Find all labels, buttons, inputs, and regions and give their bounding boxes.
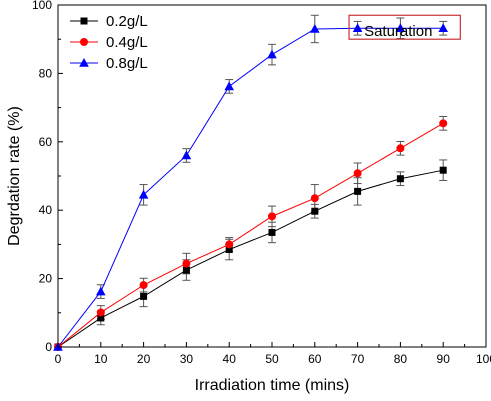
y-tick-label-40: 40 (39, 203, 53, 217)
x-tick-label-40: 40 (223, 352, 237, 366)
y-axis-title: Degrdation rate (%) (6, 106, 23, 246)
data-point-0-4g-l-5 (268, 212, 276, 221)
axis-ticks (57, 4, 487, 348)
data-point-0-4g-l-7 (353, 169, 362, 178)
series-markers (53, 23, 448, 351)
y-tick-labels: 0 20 40 60 80 100 (32, 0, 52, 354)
data-point-0-2g-l-2 (140, 292, 148, 300)
x-tick-label-80: 80 (394, 352, 408, 366)
x-tick-label-10: 10 (94, 352, 108, 366)
data-point-0-8g-l-8 (395, 23, 406, 33)
data-point-0-4g-l-1 (96, 308, 105, 317)
data-point-0-8g-l-9 (438, 23, 448, 33)
series-lines (57, 27, 444, 348)
legend-label-0-2g-l: 0.2g/L (106, 13, 148, 30)
y-tick-label-80: 80 (39, 66, 53, 80)
data-point-0-2g-l-1 (97, 314, 105, 322)
x-tick-label-100: 100 (476, 352, 491, 366)
data-point-0-2g-l-3 (182, 266, 190, 274)
data-point-0-2g-l-7 (354, 187, 362, 195)
data-point-0-2g-l-9 (439, 166, 447, 174)
series-line-0-4g-l (57, 122, 444, 348)
data-point-0-2g-l-8 (396, 175, 404, 183)
data-point-0-8g-l-4 (224, 81, 234, 91)
data-point-0-8g-l-3 (181, 150, 192, 160)
y-tick-label-0: 0 (45, 340, 52, 354)
saturation-annotation-box (348, 14, 461, 40)
x-tick-label-20: 20 (137, 352, 151, 366)
legend-marker-0-4g-l (80, 38, 88, 46)
legend-label-0-4g-l: 0.4g/L (106, 34, 148, 51)
saturation-annotation-label: Saturation (364, 23, 432, 40)
data-point-0-8g-l-2 (138, 189, 149, 199)
data-point-0-4g-l-8 (396, 144, 405, 153)
legend-marker-0-8g-l (79, 58, 89, 67)
data-point-0-4g-l-3 (182, 259, 191, 268)
data-point-0-4g-l-9 (439, 119, 448, 128)
y-tick-label-20: 20 (39, 272, 53, 286)
chart-legend: 0.2g/L 0.4g/L 0.8g/L (70, 13, 148, 72)
x-axis-title: Irradiation time (mins) (195, 377, 350, 394)
series-line-0-8g-l (57, 27, 444, 348)
data-point-0-8g-l-7 (352, 23, 363, 33)
error-bars (96, 14, 448, 326)
legend-label-0-8g-l: 0.8g/L (106, 55, 148, 72)
x-tick-labels: 0 10 20 30 40 50 60 70 80 90 100 (55, 352, 491, 366)
data-point-0-4g-l-6 (310, 194, 319, 203)
x-tick-label-50: 50 (265, 352, 279, 366)
x-tick-label-90: 90 (437, 352, 451, 366)
data-point-0-8g-l-1 (96, 286, 106, 296)
y-tick-label-60: 60 (39, 135, 53, 149)
x-tick-label-70: 70 (351, 352, 365, 366)
x-tick-label-30: 30 (180, 352, 194, 366)
data-point-0-2g-l-6 (311, 207, 319, 215)
data-point-0-2g-l-5 (268, 228, 276, 236)
x-tick-label-0: 0 (55, 352, 62, 366)
data-point-0-2g-l-4 (225, 246, 233, 254)
data-point-0-4g-l-4 (225, 240, 234, 249)
data-point-0-8g-l-6 (310, 23, 320, 33)
y-tick-label-100: 100 (32, 0, 52, 12)
legend-marker-0-2g-l (80, 17, 88, 25)
data-point-0-8g-l-5 (267, 49, 277, 59)
series-line-0-2g-l (57, 169, 444, 348)
x-tick-label-60: 60 (308, 352, 322, 366)
data-point-0-4g-l-2 (139, 281, 148, 290)
